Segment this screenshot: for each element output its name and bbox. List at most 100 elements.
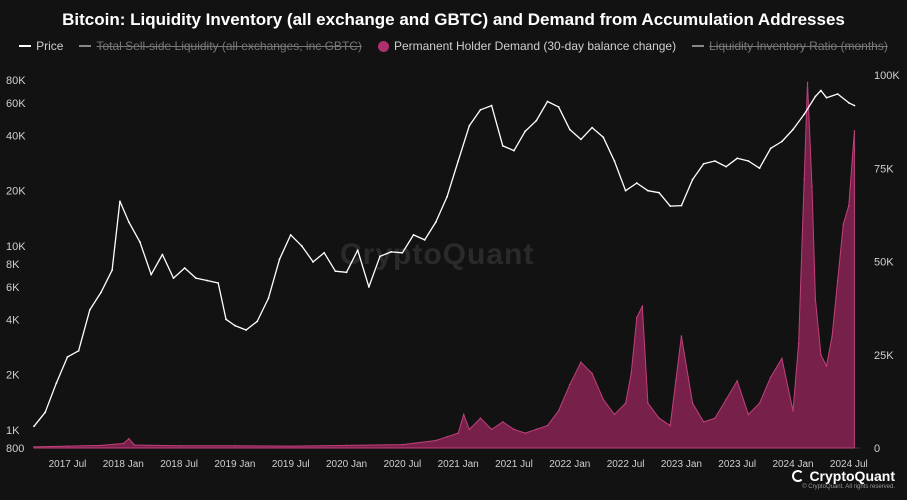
series-line-price	[33, 89, 855, 427]
y-right-tick-label: 0	[874, 443, 880, 455]
demand-point	[468, 428, 471, 431]
demand-point	[769, 376, 772, 378]
price-point	[150, 273, 153, 276]
x-tick-label: 2022 Jan	[549, 459, 590, 470]
price-point	[546, 100, 549, 103]
x-tick-label: 2024 Jan	[772, 459, 813, 470]
price-point	[736, 157, 739, 160]
y-left-tick-label: 10K	[6, 241, 26, 253]
price-point	[88, 309, 91, 311]
price-point	[194, 277, 197, 279]
price-point	[119, 200, 121, 203]
demand-point	[641, 305, 644, 308]
price-point	[557, 106, 560, 108]
demand-point	[613, 413, 616, 416]
demand-point	[602, 398, 605, 401]
demand-point	[479, 417, 482, 419]
price-point	[825, 96, 828, 99]
price-point	[713, 160, 716, 162]
demand-point	[781, 357, 783, 360]
brand-name: CryptoQuant	[792, 468, 895, 484]
price-point	[780, 140, 783, 143]
y-left-tick-label: 2K	[6, 370, 20, 382]
demand-point	[669, 424, 672, 427]
x-tick-label: 2018 Jul	[160, 459, 198, 470]
price-point	[457, 160, 460, 162]
x-tick-label: 2019 Jul	[272, 459, 310, 470]
legend-item-permanent-holder-demand[interactable]: Permanent Holder Demand (30-day balance …	[377, 39, 677, 53]
demand-point	[853, 130, 856, 132]
price-point	[367, 286, 370, 288]
y-left-tick-label: 800	[6, 443, 24, 455]
price-point	[820, 89, 822, 92]
brand-rights: © CryptoQuant. All rights reserved.	[802, 484, 895, 490]
price-point	[312, 261, 314, 263]
demand-point	[462, 413, 465, 416]
price-point	[803, 113, 806, 116]
price-point	[725, 165, 727, 168]
price-point	[524, 130, 527, 133]
legend-line-icon	[19, 45, 32, 47]
demand-point	[345, 444, 348, 447]
price-point	[669, 205, 672, 207]
demand-point	[836, 279, 839, 281]
y-left-tick-label: 60K	[6, 98, 26, 110]
demand-point	[680, 335, 683, 337]
x-tick-label: 2019 Jan	[214, 459, 255, 470]
demand-point	[797, 342, 800, 345]
price-point	[289, 234, 292, 236]
x-tick-label: 2023 Jan	[661, 459, 702, 470]
demand-point	[524, 432, 526, 434]
demand-point	[635, 316, 638, 319]
price-point	[139, 241, 141, 244]
price-point	[345, 271, 348, 274]
demand-point	[658, 417, 660, 419]
demand-point	[128, 437, 130, 440]
demand-point	[825, 365, 828, 367]
price-point	[479, 108, 482, 111]
demand-point	[401, 443, 404, 446]
y-left-tick-label: 1K	[6, 425, 20, 437]
demand-point	[647, 402, 649, 405]
y-right-tick-label: 25K	[874, 350, 894, 362]
price-point	[758, 167, 761, 170]
legend-item-liquidity-inventory-ratio[interactable]: Liquidity Inventory Ratio (months)	[692, 39, 888, 53]
price-point	[434, 221, 437, 223]
demand-point	[803, 178, 805, 181]
cryptoquant-logo-icon	[792, 470, 805, 482]
price-point	[225, 318, 227, 321]
price-point	[691, 178, 694, 181]
demand-point	[100, 444, 102, 447]
price-point	[490, 104, 493, 107]
price-point	[702, 162, 705, 165]
price-point	[245, 329, 247, 331]
price-point	[234, 324, 236, 327]
price-point	[513, 149, 515, 152]
price-point	[183, 267, 186, 269]
demand-point	[624, 402, 627, 405]
x-tick-label: 2020 Jan	[326, 459, 367, 470]
y-right-tick-label: 100K	[874, 70, 900, 82]
demand-point	[831, 335, 833, 337]
price-point	[44, 411, 47, 414]
legend-label: Permanent Holder Demand (30-day balance …	[393, 39, 677, 53]
price-point	[334, 270, 337, 273]
price-point	[323, 251, 326, 254]
price-point	[300, 245, 303, 247]
demand-point	[675, 380, 677, 382]
demand-point	[725, 398, 727, 401]
price-point	[580, 138, 582, 141]
x-tick-label: 2021 Jan	[438, 459, 479, 470]
demand-point	[557, 409, 560, 412]
demand-point	[848, 204, 850, 207]
legend-item-sell-side-liquidity[interactable]: Total Sell-side Liquidity (all exchanges…	[79, 39, 362, 53]
price-point	[278, 258, 281, 260]
price-point	[647, 189, 649, 192]
legend-item-price[interactable]: Price	[19, 39, 63, 53]
price-point	[747, 160, 750, 162]
price-point	[814, 95, 817, 98]
price-point	[33, 425, 35, 428]
x-tick-label: 2023 Jul	[718, 459, 756, 470]
demand-point	[513, 428, 515, 431]
demand-point	[457, 432, 459, 434]
